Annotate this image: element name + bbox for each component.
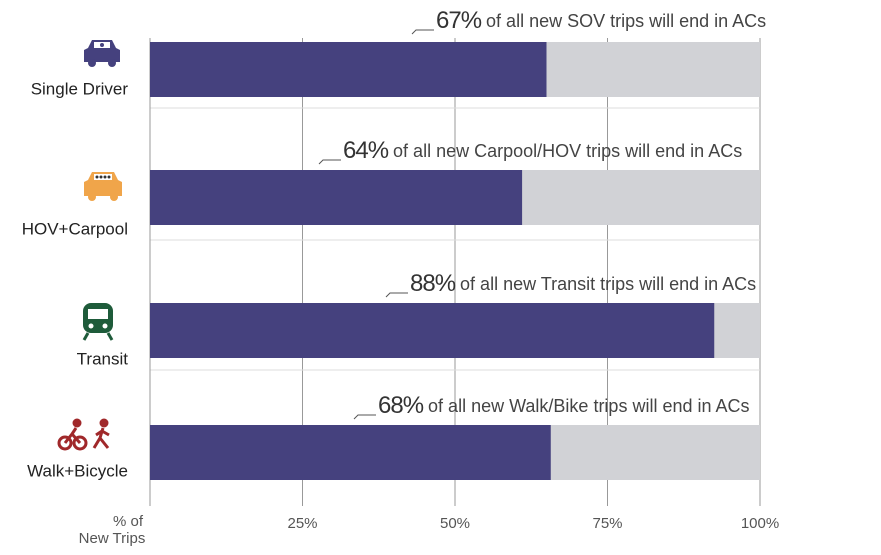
bar	[150, 42, 547, 97]
leader-line	[385, 292, 408, 298]
bar	[150, 425, 551, 480]
car-icon	[84, 40, 120, 67]
annotation-text: of all new SOV trips will end in ACs	[486, 11, 766, 31]
category-label: HOV+Carpool	[22, 219, 128, 238]
annotation-text: of all new Walk/Bike trips will end in A…	[428, 396, 749, 416]
x-axis-label: % of	[113, 513, 144, 530]
category-label: Walk+Bicycle	[27, 461, 128, 480]
annotation-percent: 64%	[343, 137, 389, 164]
x-axis-label: New Trips	[79, 530, 146, 547]
x-tick-label: 25%	[287, 515, 317, 532]
transit-icon	[82, 303, 114, 341]
annotation: 68% of all new Walk/Bike trips will end i…	[378, 392, 750, 419]
x-tick-label: 100%	[741, 515, 779, 532]
annotation-text: of all new Transit trips will end in ACs	[460, 274, 756, 294]
annotation-text: of all new Carpool/HOV trips will end in…	[393, 141, 742, 161]
category-label: Single Driver	[31, 79, 129, 98]
annotation: 67% of all new SOV trips will end in ACs	[436, 7, 766, 34]
bar	[150, 170, 523, 225]
category-label: Transit	[77, 349, 129, 368]
annotation-percent: 68%	[378, 392, 424, 419]
annotation: 64% of all new Carpool/HOV trips will end…	[343, 137, 742, 164]
x-tick-label: 50%	[440, 515, 470, 532]
annotation: 88% of all new Transit trips will end in …	[410, 270, 756, 297]
x-tick-label: 75%	[592, 515, 622, 532]
carpool-icon	[84, 172, 122, 201]
leader-line	[318, 159, 341, 165]
leader-line	[411, 29, 434, 35]
bar	[150, 303, 715, 358]
annotation-percent: 67%	[436, 7, 482, 34]
walk-bike-icon	[57, 418, 110, 451]
leader-line	[353, 414, 376, 420]
annotation-percent: 88%	[410, 270, 456, 297]
